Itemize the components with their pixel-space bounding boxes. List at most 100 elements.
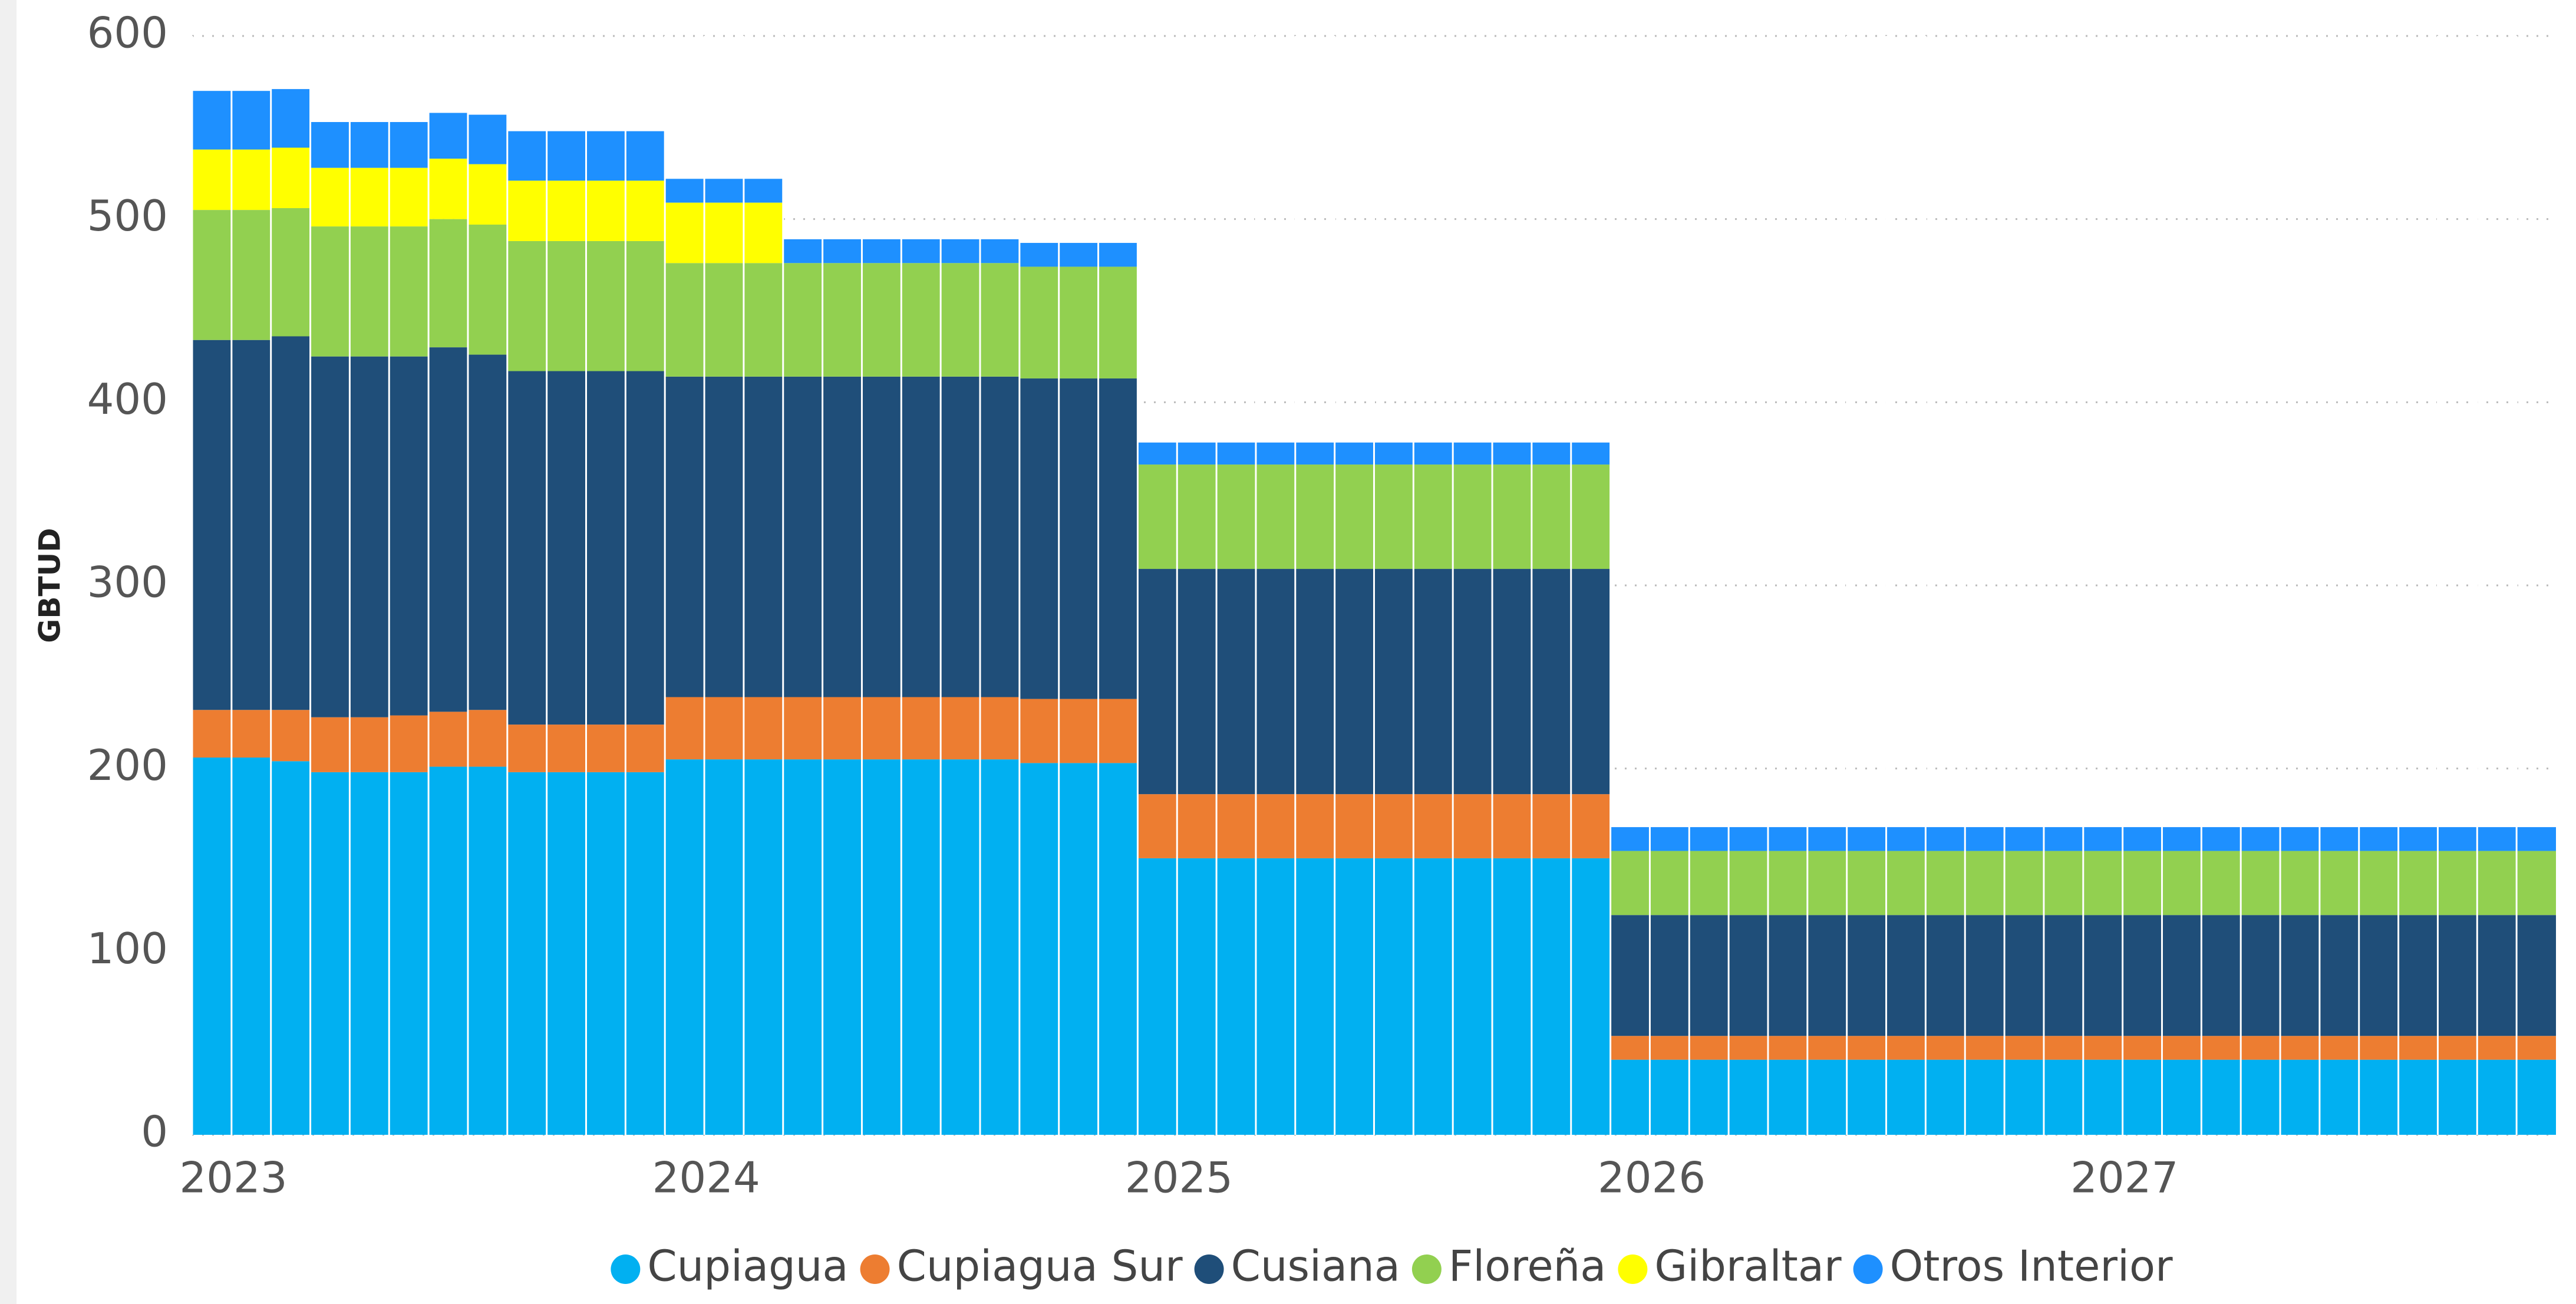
bar-segment bbox=[2516, 827, 2556, 851]
bar-segment bbox=[901, 376, 941, 697]
bar-segment bbox=[862, 376, 902, 697]
bar-segment bbox=[2438, 915, 2478, 1036]
bar-segment bbox=[1807, 1036, 1847, 1060]
bar-segment bbox=[2083, 827, 2123, 851]
bar-segment bbox=[1019, 243, 1059, 267]
bar-segment bbox=[389, 122, 429, 168]
bar-segment bbox=[2280, 915, 2320, 1036]
bar-segment bbox=[389, 715, 429, 772]
bar-segment bbox=[1334, 464, 1374, 569]
bar-segment bbox=[1019, 266, 1059, 378]
bar-segment bbox=[1413, 569, 1453, 795]
bar-segment bbox=[507, 371, 547, 725]
bar-segment bbox=[389, 226, 429, 357]
bar-segment bbox=[1492, 569, 1532, 795]
bar-segment bbox=[783, 239, 823, 264]
bar-segment bbox=[1965, 915, 2005, 1036]
x-tick-label: 2024 bbox=[652, 1153, 760, 1203]
bar-segment bbox=[1965, 851, 2005, 916]
bar-segment bbox=[467, 114, 507, 164]
bar-segment bbox=[1295, 794, 1335, 858]
legend-label: Gibraltar bbox=[1654, 1242, 1842, 1291]
bar-segment bbox=[2477, 827, 2517, 851]
bar-segment bbox=[980, 263, 1020, 377]
bar-segment bbox=[310, 717, 350, 772]
bar-segment bbox=[428, 347, 468, 712]
bar-segment bbox=[783, 263, 823, 377]
bar-segment bbox=[349, 226, 390, 357]
bar-segment bbox=[2319, 1059, 2359, 1135]
bar-segment bbox=[389, 356, 429, 716]
bar-segment bbox=[1925, 915, 1965, 1036]
bar-segment bbox=[2516, 1036, 2556, 1060]
bar-segment bbox=[2162, 827, 2202, 851]
bar-segment bbox=[2004, 1059, 2044, 1135]
bar-segment bbox=[310, 356, 350, 717]
bar-segment bbox=[704, 759, 744, 1135]
bar-segment bbox=[2438, 1059, 2478, 1135]
bar-segment bbox=[1255, 858, 1295, 1135]
bar-segment bbox=[901, 263, 941, 377]
bar-segment bbox=[1610, 1059, 1650, 1135]
bar-segment bbox=[271, 336, 311, 710]
bar-segment bbox=[1255, 569, 1295, 795]
y-tick-label: 300 bbox=[87, 558, 168, 607]
legend-label: Cupiagua bbox=[647, 1242, 848, 1291]
bar-segment bbox=[192, 210, 232, 340]
bar-segment bbox=[231, 710, 271, 758]
bar-segment bbox=[2083, 1059, 2123, 1135]
bar-segment bbox=[1571, 794, 1611, 858]
bar-segment bbox=[2241, 915, 2281, 1036]
bar-segment bbox=[2201, 851, 2241, 916]
bar-segment bbox=[1216, 464, 1256, 569]
bar-segment bbox=[1058, 243, 1099, 267]
bar-segment bbox=[1216, 858, 1256, 1135]
bar-segment bbox=[1768, 1059, 1808, 1135]
bar-segment bbox=[783, 376, 823, 697]
bar-segment bbox=[1453, 464, 1493, 569]
bar-segment bbox=[2043, 1059, 2083, 1135]
bar-segment bbox=[349, 717, 390, 772]
bar-segment bbox=[2477, 851, 2517, 916]
bar-segment bbox=[1650, 915, 1690, 1036]
bar-segment bbox=[2319, 827, 2359, 851]
bar-segment bbox=[349, 356, 390, 717]
bar-segment bbox=[1807, 1059, 1847, 1135]
bar-segment bbox=[546, 725, 586, 772]
bar-segment bbox=[586, 180, 626, 241]
bar-segment bbox=[467, 766, 507, 1135]
bar-segment bbox=[310, 226, 350, 357]
bar-segment bbox=[1098, 243, 1138, 267]
bar-segment bbox=[862, 759, 902, 1135]
bar-segment bbox=[586, 371, 626, 725]
bar-segment bbox=[546, 180, 586, 241]
bar-segment bbox=[980, 697, 1020, 760]
bar-segment bbox=[1334, 569, 1374, 795]
bar-segment bbox=[271, 89, 311, 148]
bar-segment bbox=[1295, 464, 1335, 569]
bar-segment bbox=[980, 239, 1020, 264]
bar-segment bbox=[2438, 827, 2478, 851]
bar-segment bbox=[192, 149, 232, 210]
bar-segment bbox=[2043, 915, 2083, 1036]
bar-segment bbox=[1255, 794, 1295, 858]
bar-segment bbox=[2043, 851, 2083, 916]
bar-segment bbox=[507, 180, 547, 241]
y-axis-title: GBTUD bbox=[33, 528, 67, 643]
bar-segment bbox=[2398, 827, 2438, 851]
bar-segment bbox=[665, 202, 705, 264]
bar-segment bbox=[1729, 827, 1768, 851]
bar-segment bbox=[1216, 442, 1256, 465]
bar-segment bbox=[2280, 827, 2320, 851]
legend-marker bbox=[860, 1254, 890, 1284]
bar-segment bbox=[507, 241, 547, 371]
bar-segment bbox=[1610, 915, 1650, 1036]
bar-segment bbox=[2004, 915, 2044, 1036]
bar-segment bbox=[862, 263, 902, 377]
bar-segment bbox=[1886, 1036, 1926, 1060]
bar-segment bbox=[192, 340, 232, 710]
bar-segment bbox=[1177, 858, 1217, 1135]
bar-segment bbox=[1729, 1036, 1768, 1060]
bar-segment bbox=[822, 239, 862, 264]
